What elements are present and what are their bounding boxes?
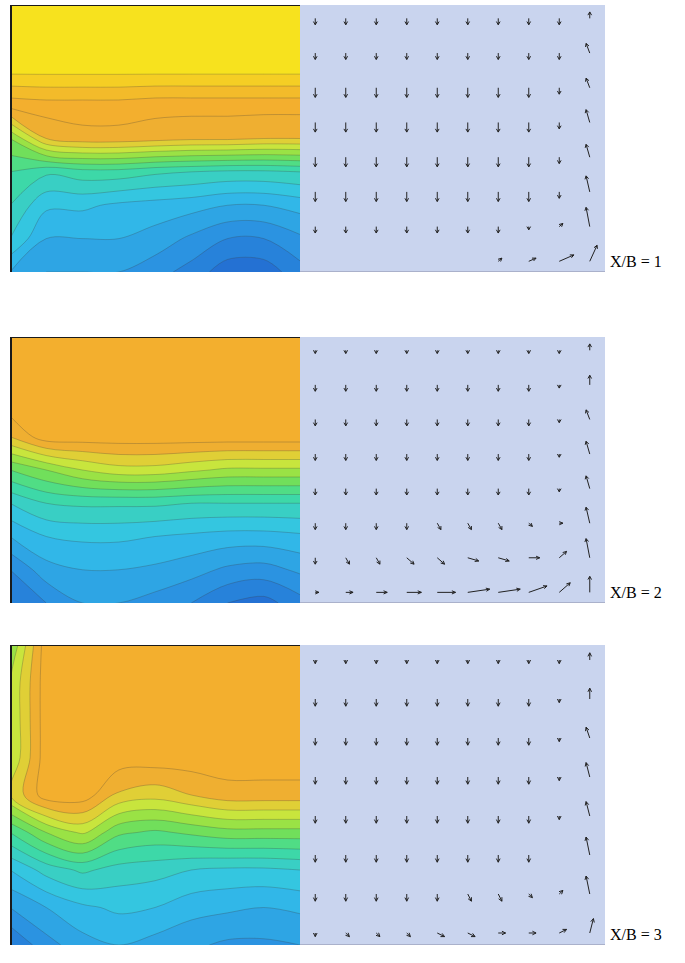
svg-text:X/B = 2: X/B = 2 xyxy=(610,584,662,601)
svg-text:X/B = 3: X/B = 3 xyxy=(610,926,662,943)
svg-text:X/B = 1: X/B = 1 xyxy=(610,253,662,270)
